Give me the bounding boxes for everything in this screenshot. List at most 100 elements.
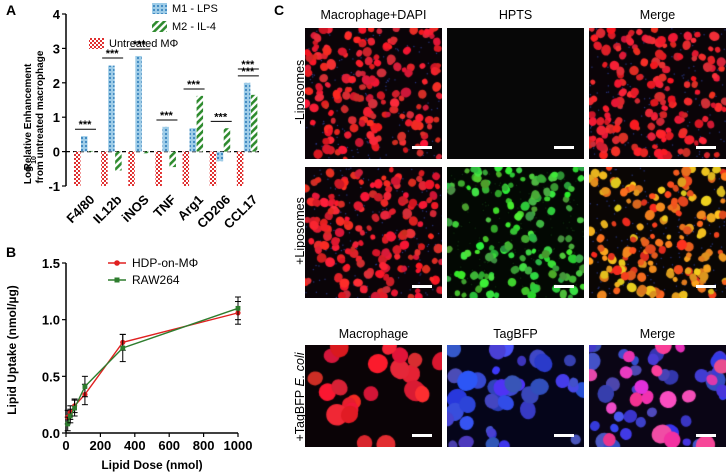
micrograph-tagbfp-ecoli [447,345,584,447]
chart-a-category-label: F4/80 [63,192,97,226]
chart-a-bar [101,151,108,186]
scale-bar [554,285,574,288]
scale-bar [412,146,432,149]
chart-b-xtick-label: 600 [158,438,180,453]
chart-b-ytick-label: 0.0 [42,426,60,441]
chart-a-legend-swatch [152,21,167,32]
chart-a-bar [162,126,169,152]
chart-a-sig-label: *** [133,39,147,51]
chart-a-sig-label: *** [79,119,93,131]
chart-a-ytick-label: -1 [48,179,60,194]
chart-a-bar [74,151,81,186]
chart-a-bar [243,82,251,152]
micrograph-merge-ecoli [589,345,726,447]
chart-b-xtick-label: 0 [62,438,69,453]
chart-a-bar [182,151,190,186]
cells-red [305,28,442,159]
chart-a-ytick-label: 2 [53,76,60,91]
chart-a-category-label: iNOS [119,192,152,225]
chart-a-legend-label: Untreated MΦ [109,38,179,50]
chart-b-ytick-label: 1.5 [42,256,60,271]
chart-b-ytick-label: 0.5 [42,369,60,384]
scale-bar [696,285,716,288]
chart-a-sig-label: *** [106,48,120,60]
chart-a-bar [223,128,231,152]
cells-big-red [305,345,442,447]
chart-a-bar [142,151,149,154]
chart-a-bar [250,94,258,152]
chart-a-sig-label: *** [214,111,228,123]
chart-a-bar [236,151,244,186]
chart-b-legend-marker [114,260,120,266]
chart-b-xtick-label: 200 [90,438,112,453]
micrograph-hpts-plus [447,167,584,298]
chart-a-bar [196,95,204,152]
micrograph-macrophage-ecoli [305,345,442,447]
chart-b-ytick-label: 1.0 [42,313,60,328]
chart-a-ytick-label: 4 [53,7,61,22]
panel-c-bottom-header-2: TagBFP [493,327,538,341]
cells-magenta [589,345,726,447]
chart-a-sig-label: *** [241,59,255,71]
chart-a-sig-label: *** [160,110,174,122]
micrograph-macrophage-dapi-plus [305,167,442,298]
scale-bar [412,285,432,288]
chart-a-bar [135,55,142,152]
chart-b-point [65,421,71,427]
panel-c-bottom-header-3: Merge [639,327,676,341]
chart-a-ytick-label: 3 [53,41,60,56]
chart-a-legend-label: M2 - IL-4 [172,21,216,33]
chart-a-legend-swatch [89,38,104,49]
chart-b-xlabel: Lipid Dose (nmol) [101,458,202,472]
cells-red [305,167,442,298]
chart-a-bar [88,150,95,152]
chart-a-category-label: TNF [150,192,179,221]
micrograph-merge-minus [589,28,726,159]
chart-b-series-line [67,307,239,425]
chart-a-ylabel-sub: 10 [31,156,38,164]
chart-a-bar [155,151,162,186]
chart-a-bar [169,151,176,168]
panel-c-bottom-header-1: Macrophage [338,327,409,341]
cells-blue [447,345,584,447]
chart-a-ylabel-line2: from untreated macrophage [35,50,46,183]
cells-red [589,28,726,159]
chart-a-sig-label: *** [187,79,201,91]
chart-a-ytick-label: 0 [53,145,60,160]
chart-b-point [67,413,73,419]
chart-b-xtick-label: 800 [193,438,215,453]
panel-a-letter: A [6,2,17,18]
scale-bar [554,434,574,437]
chart-a-bar [128,151,135,186]
chart-a-legend-swatch [152,3,167,14]
chart-a-ylabel-line1: Relative Enhancement [23,63,34,170]
panel-b-letter: B [6,244,17,260]
cells-green [447,167,584,298]
chart-a-bar [189,128,197,152]
chart-b-line: 0.0 0.5 1.0 1.5 0 200 400 600 800 1000 HDP-on-MΦ R… [5,256,253,472]
chart-b-point [72,405,77,411]
chart-a-bar [209,151,217,186]
chart-b-xtick-label: 1000 [224,438,253,453]
scale-bar [412,434,432,437]
chart-a-bar [108,65,115,152]
chart-b-ylabel: Lipid Uptake (nmol/µg) [5,285,19,415]
chart-b-point [235,305,241,311]
chart-b-xtick-label: 400 [124,438,146,453]
chart-a-ytick-label: 1 [53,110,60,125]
chart-a-bar [216,151,224,162]
chart-b-legend-marker [114,277,120,283]
scale-bar [696,434,716,437]
chart-b-point [120,345,126,351]
chart-a-bar [115,151,122,171]
chart-b-legend-label: HDP-on-MΦ [132,256,198,270]
panel-c-header-1: Macrophage+DAPI [320,8,427,22]
chart-a-legend-label: M1 - LPS [172,3,218,15]
chart-a-bar [81,136,88,152]
micrograph-macrophage-dapi-minus [305,28,442,159]
panel-c-header-3: Merge [639,8,676,22]
chart-a-ylabel-log: Log [23,166,34,184]
panel-c-letter: C [274,2,285,18]
micrograph-merge-plus [589,167,726,298]
